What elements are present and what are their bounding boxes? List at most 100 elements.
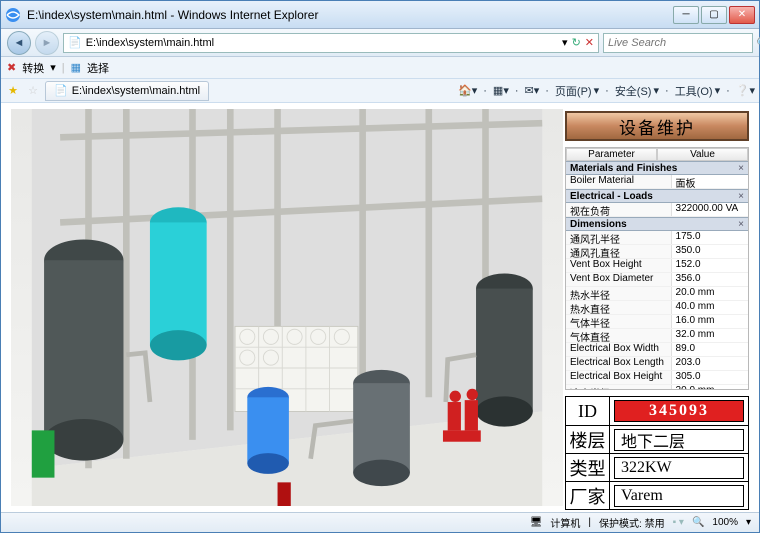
close-button[interactable]: ✕ <box>729 6 755 24</box>
statusbar: 🖥 计算机 | 保护模式: 禁用 ▪ ▾ 🔍 100% ▾ <box>1 512 759 532</box>
favorites-icon[interactable]: ★ <box>5 83 21 99</box>
param-section[interactable]: Materials and Finishes× <box>566 161 748 175</box>
param-name: 热水半径 <box>566 287 672 300</box>
back-button[interactable]: ◄ <box>7 31 31 55</box>
param-row: 气体直径32.0 mm <box>566 329 748 343</box>
param-name: Electrical Box Width <box>566 343 672 356</box>
param-row: 通风孔半径175.0 <box>566 231 748 245</box>
param-name: 气体半径 <box>566 315 672 328</box>
floor-label: 楼层 <box>566 426 610 453</box>
param-name: 热水直径 <box>566 301 672 314</box>
param-value: 32.0 mm <box>672 329 748 342</box>
param-name: 视在负荷 <box>566 203 672 216</box>
info-row-floor: 楼层 地下二层 <box>566 425 748 453</box>
param-row: 热水直径40.0 mm <box>566 301 748 315</box>
vendor-value: Varem <box>614 485 744 507</box>
header-value: Value <box>657 148 748 161</box>
3d-viewport[interactable] <box>1 103 563 512</box>
param-value: 203.0 <box>672 357 748 370</box>
param-section[interactable]: Electrical - Loads× <box>566 189 748 203</box>
header-parameter: Parameter <box>566 148 657 161</box>
param-value: 89.0 <box>672 343 748 356</box>
param-row: 通风孔直径350.0 <box>566 245 748 259</box>
feeds-button[interactable]: ▦▾ <box>493 83 509 99</box>
zoom-icon[interactable]: 🔍 <box>692 517 704 528</box>
param-value: 20.0 mm <box>672 287 748 300</box>
window-title: E:\index\system\main.html - Windows Inte… <box>27 8 673 22</box>
maximize-button[interactable]: ▢ <box>701 6 727 24</box>
select-button[interactable]: 选择 <box>87 60 109 76</box>
param-value: 152.0 <box>672 259 748 272</box>
info-row-type: 类型 322KW <box>566 453 748 481</box>
param-value: 40.0 mm <box>672 301 748 314</box>
param-name: 冷水半径 <box>566 385 672 390</box>
select-icon: ▦ <box>71 61 81 74</box>
dropdown-icon[interactable]: ▾ <box>562 36 568 49</box>
id-value: 345093 <box>614 400 744 422</box>
status-computer: 计算机 <box>550 515 580 530</box>
search-icon[interactable]: 🔍 <box>755 36 760 49</box>
tab-main[interactable]: 📄 E:\index\system\main.html <box>45 81 209 101</box>
navbar: ◄ ► 📄 ▾ ↻ ✕ 🔍 <box>1 29 759 57</box>
page-menu[interactable]: 页面(P)▾ <box>555 83 599 99</box>
param-name: Electrical Box Length <box>566 357 672 370</box>
vendor-label: 厂家 <box>566 482 610 509</box>
floor-value: 地下二层 <box>614 429 744 451</box>
computer-icon: 🖥 <box>530 517 543 528</box>
tools-menu[interactable]: 工具(O)▾ <box>675 83 720 99</box>
param-name: Electrical Box Height <box>566 371 672 384</box>
address-bar[interactable]: 📄 ▾ ↻ ✕ <box>63 33 599 53</box>
stop-icon[interactable]: ✕ <box>585 36 594 49</box>
param-row: 冷水半径20.0 mm <box>566 385 748 390</box>
param-row: 视在负荷322000.00 VA <box>566 203 748 217</box>
titlebar: E:\index\system\main.html - Windows Inte… <box>1 1 759 29</box>
search-box[interactable]: 🔍 <box>603 33 753 53</box>
type-label: 类型 <box>566 454 610 481</box>
param-name: Boiler Material <box>566 175 672 188</box>
content-area: 设备维护 Parameter Value Materials and Finis… <box>1 103 759 512</box>
param-section[interactable]: Dimensions× <box>566 217 748 231</box>
type-value: 322KW <box>614 457 744 479</box>
param-name: Vent Box Height <box>566 259 672 272</box>
toolbar-icons: 🏠▾· ▦▾· ✉▾· 页面(P)▾· 安全(S)▾· 工具(O)▾· ❔▾ <box>458 83 755 99</box>
safety-menu[interactable]: 安全(S)▾ <box>615 83 659 99</box>
info-row-vendor: 厂家 Varem <box>566 481 748 509</box>
status-sep: ▪ ▾ <box>673 517 684 528</box>
parameter-panel: Parameter Value Materials and Finishes×B… <box>565 147 749 390</box>
scene-svg <box>11 109 563 506</box>
info-row-id: ID 345093 <box>566 397 748 425</box>
param-row: Electrical Box Height305.0 <box>566 371 748 385</box>
convert-icon: ✖ <box>7 61 16 74</box>
mail-button[interactable]: ✉▾ <box>525 83 540 99</box>
param-headers: Parameter Value <box>566 148 748 161</box>
param-name: Vent Box Diameter <box>566 273 672 286</box>
status-protected: 保护模式: 禁用 <box>599 515 665 530</box>
param-name: 通风孔直径 <box>566 245 672 258</box>
param-value: 305.0 <box>672 371 748 384</box>
search-input[interactable] <box>608 35 751 51</box>
forward-button[interactable]: ► <box>35 31 59 55</box>
minimize-button[interactable]: ─ <box>673 6 699 24</box>
tab-icon: 📄 <box>54 84 68 97</box>
param-value: 20.0 mm <box>672 385 748 390</box>
window-buttons: ─ ▢ ✕ <box>673 6 755 24</box>
param-row: Electrical Box Width89.0 <box>566 343 748 357</box>
param-row: 热水半径20.0 mm <box>566 287 748 301</box>
param-row: Boiler Material面板 <box>566 175 748 189</box>
param-value: 面板 <box>672 175 748 188</box>
favorites-bar-icon[interactable]: ☆ <box>25 83 41 99</box>
param-value: 175.0 <box>672 231 748 244</box>
help-button[interactable]: ❔▾ <box>736 83 755 99</box>
convert-toolbar: ✖ 转换 ▾| ▦ 选择 <box>1 57 759 79</box>
param-row: 气体半径16.0 mm <box>566 315 748 329</box>
param-value: 350.0 <box>672 245 748 258</box>
convert-button[interactable]: 转换 <box>22 60 44 76</box>
refresh-icon[interactable]: ↻ <box>572 36 581 49</box>
address-input[interactable] <box>86 35 558 51</box>
maintenance-button[interactable]: 设备维护 <box>565 111 749 141</box>
status-zoom: 100% <box>712 517 738 528</box>
tabbar: ★ ☆ 📄 E:\index\system\main.html 🏠▾· ▦▾· … <box>1 79 759 103</box>
home-button[interactable]: 🏠▾ <box>458 83 477 99</box>
info-table: ID 345093 楼层 地下二层 类型 322KW 厂家 Varem <box>565 396 749 510</box>
page-icon: 📄 <box>68 36 82 49</box>
